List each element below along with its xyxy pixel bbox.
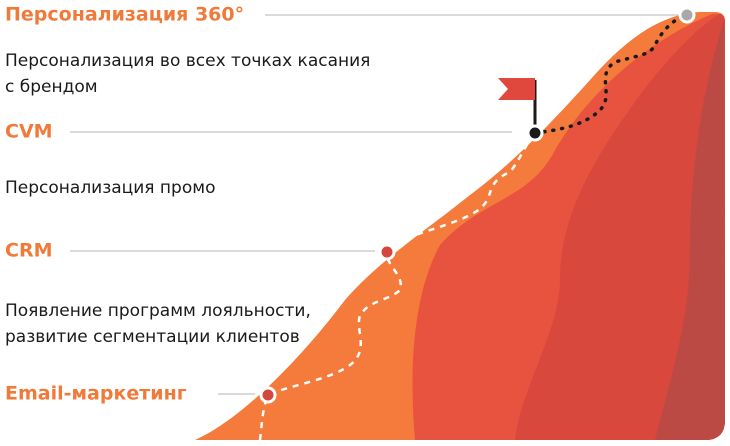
milestone-marker <box>259 386 277 404</box>
stage-description: с брендом <box>5 77 98 97</box>
stage-title: Email-маркетинг <box>5 383 187 405</box>
stage-description: Персонализация промо <box>5 178 215 198</box>
milestone-marker <box>378 243 396 261</box>
stage-title: CRM <box>5 240 52 262</box>
mountain-layer-3 <box>515 14 725 440</box>
milestone-marker <box>526 124 544 142</box>
flag <box>498 78 535 100</box>
stage-title: CVM <box>5 121 53 143</box>
stage-description: развитие сегментации клиентов <box>5 327 300 347</box>
trail-dashed <box>258 132 536 441</box>
stage-title: Персонализация 360° <box>5 4 244 26</box>
stage-description: Персонализация во всех точках касания <box>5 51 370 71</box>
milestone-marker <box>678 6 696 24</box>
stage-description: Появление программ лояльности, <box>5 301 311 321</box>
mountain-layer-4 <box>655 20 725 440</box>
